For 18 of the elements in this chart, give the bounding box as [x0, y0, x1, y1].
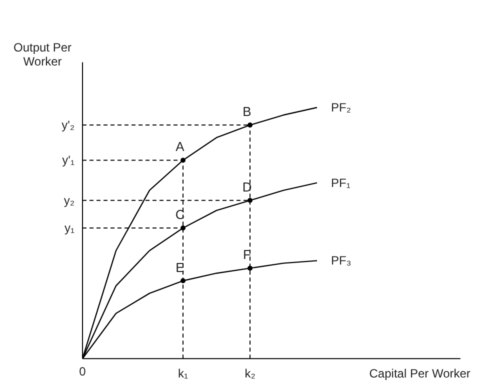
annotation: E — [176, 260, 185, 275]
annotation: A — [176, 139, 185, 154]
ref-line-label: y₂ — [64, 193, 75, 208]
y-axis-title: Output Per Worker — [13, 40, 72, 68]
annotation: D — [242, 179, 252, 194]
ref-line-label: y₁ — [64, 221, 75, 236]
ref-line-label: y'₂ — [62, 118, 75, 132]
ref-line-label: y'₁ — [62, 153, 75, 168]
annotation: B — [242, 104, 252, 120]
annotation: F — [243, 247, 252, 262]
x-tick-label: k₁ — [178, 366, 188, 381]
x-tick-label: k₂ — [244, 366, 256, 381]
x-tick-label: 0 — [79, 364, 86, 379]
series-label: PF₁ — [331, 176, 350, 190]
annotation: C — [175, 207, 185, 222]
x-axis-title: Capital Per Worker — [369, 366, 470, 381]
series-label: PF₃ — [331, 254, 352, 268]
series-label: PF₂ — [331, 100, 352, 114]
